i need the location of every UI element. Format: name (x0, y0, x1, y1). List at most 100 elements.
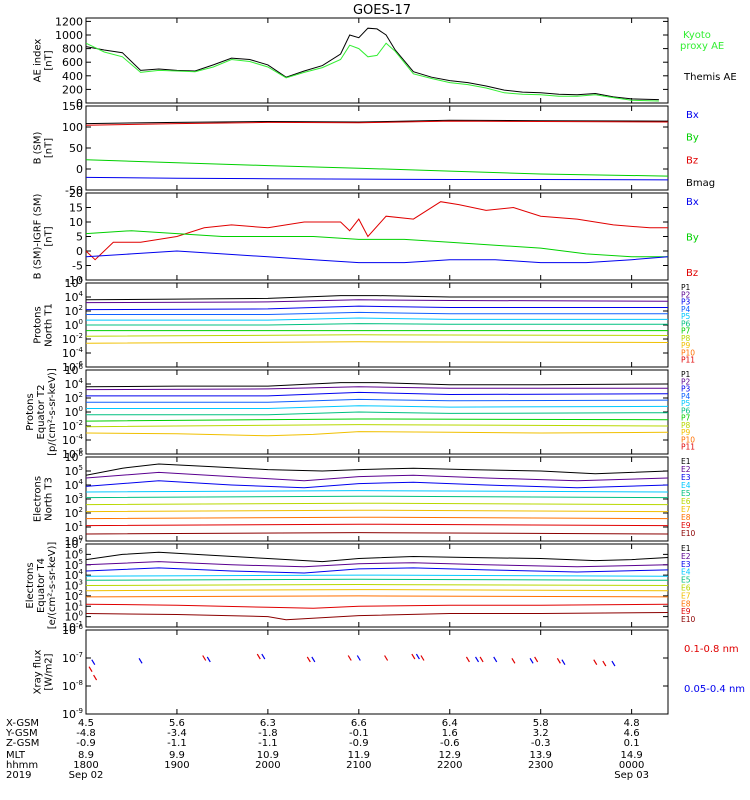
y-tick-label: 106 (65, 450, 84, 464)
series-line-by (86, 230, 668, 258)
series-line-e7 (86, 509, 668, 513)
y-tick-label: 600 (62, 56, 83, 69)
data-point (420, 655, 425, 661)
series-line-e10 (86, 532, 668, 535)
legend-item: P7 (681, 327, 691, 336)
ephemeris-value: Sep 03 (614, 770, 649, 781)
y-axis-label: [W/m2] (44, 653, 55, 690)
data-point (311, 656, 316, 663)
legend-item: P9 (681, 428, 691, 437)
y-axis-label: B (SM) (33, 131, 44, 164)
data-point (138, 657, 143, 664)
series-group (86, 119, 668, 181)
data-point (511, 657, 516, 664)
y-tick-label: 103 (65, 579, 83, 593)
ephemeris-row-label: hhmm (6, 760, 38, 771)
y-axis-label: [p/(cm²-s-sr-keV)] (47, 368, 58, 456)
y-tick-label: 104 (65, 478, 84, 492)
y-tick-label: 0 (76, 163, 83, 176)
ephemeris-value: 8.9 (78, 750, 94, 761)
legend-item: P8 (681, 421, 691, 430)
ephemeris-value: 4.8 (624, 718, 640, 729)
y-axis-label: North T3 (44, 477, 55, 521)
series-line-p3 (86, 305, 668, 311)
y-tick-label: -10 (65, 274, 83, 287)
ephemeris-value: 2100 (346, 760, 371, 771)
series-line-e3 (86, 567, 668, 574)
ephemeris-value: 9.9 (169, 750, 185, 761)
ephemeris-value: 6.4 (442, 718, 458, 729)
y-axis-label: Electrons (33, 476, 44, 522)
ephemeris-value: 1900 (164, 760, 189, 771)
data-point (411, 653, 416, 660)
ephemeris-value: 13.9 (530, 750, 552, 761)
legend-item: E5 (681, 576, 691, 585)
legend-item: E1 (681, 544, 691, 553)
series-line-bx (86, 250, 668, 264)
y-tick-label: 101 (65, 599, 83, 613)
data-point (465, 656, 470, 663)
ephemeris-value: 1.6 (442, 728, 458, 739)
data-point (415, 653, 420, 660)
series-group (86, 463, 668, 535)
legend-item: E5 (681, 489, 691, 498)
panel-frame (85, 17, 669, 104)
y-tick-label: 10-7 (62, 651, 83, 665)
y-tick-label: 15 (69, 202, 83, 215)
ephemeris-value: 10.9 (257, 750, 279, 761)
ephemeris-value: -3.4 (167, 728, 187, 739)
series-line-p6 (86, 323, 668, 326)
legend-item: By (686, 233, 699, 244)
series-line-p5 (86, 317, 668, 321)
data-point (529, 657, 534, 664)
data-point (384, 655, 389, 661)
ephemeris-row-label: 2019 (6, 770, 31, 781)
y-tick-label: 102 (65, 391, 83, 405)
series-line-e2 (86, 471, 668, 482)
legend-item: E2 (681, 465, 691, 474)
y-tick-label: 1200 (55, 15, 83, 28)
y-axis-label: Equator T2 (36, 385, 47, 440)
legend-item: P9 (681, 341, 691, 350)
series-line-p8 (86, 424, 668, 428)
plot-title: GOES-17 (353, 3, 411, 18)
legend-item: P3 (681, 385, 691, 394)
data-point (493, 656, 498, 663)
ephemeris-value: 2300 (528, 760, 553, 771)
series-line-p7 (86, 418, 668, 422)
data-point (534, 656, 539, 663)
y-tick-label: 10-8 (62, 679, 83, 693)
legend-item: Kyoto (683, 30, 711, 41)
y-tick-label: 10-2 (62, 332, 83, 346)
series-group (86, 201, 668, 264)
ephemeris-value: 4.6 (624, 728, 640, 739)
y-tick-label: 105 (65, 464, 83, 478)
y-axis-label: North T1 (44, 303, 55, 347)
legend-item: E7 (681, 505, 691, 514)
y-tick-label: 10-6 (62, 623, 84, 637)
ephemeris-value: 3.2 (533, 728, 549, 739)
ephemeris-value: 0000 (619, 760, 644, 771)
y-tick-label: 0 (76, 97, 83, 110)
ephemeris-value: -1.1 (258, 738, 278, 749)
data-point (611, 660, 616, 667)
series-group (86, 551, 668, 621)
series-line-p1 (86, 295, 668, 301)
panel-frame (85, 629, 669, 715)
series-line-e6 (86, 583, 668, 586)
ephemeris-value: 6.6 (351, 718, 367, 729)
legend-item: P7 (681, 414, 691, 423)
ephemeris-row-label: X-GSM (6, 718, 39, 729)
series-group (88, 653, 616, 681)
series-line-p2 (86, 386, 668, 391)
y-tick-label: 103 (65, 492, 83, 506)
legend-item: 0.05-0.4 nm (684, 684, 745, 695)
legend-item: Bmag (686, 178, 715, 189)
data-point (475, 656, 480, 663)
series-line-p3 (86, 391, 668, 397)
y-tick-label: 10-4 (62, 346, 84, 360)
